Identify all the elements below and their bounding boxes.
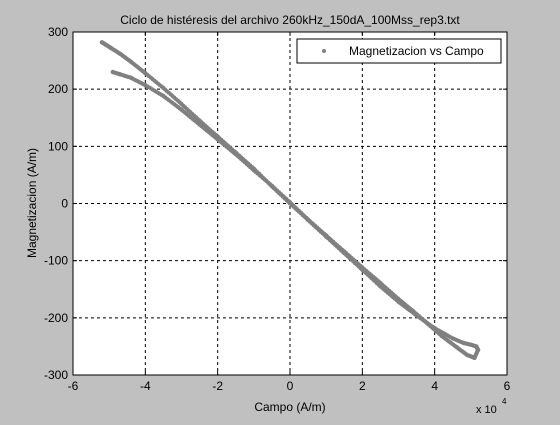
x-tick-label: 0 bbox=[287, 379, 294, 393]
x-tick-label: -4 bbox=[140, 379, 151, 393]
y-tick-label: 200 bbox=[48, 82, 68, 96]
data-point bbox=[110, 69, 116, 75]
x-tick-label: 2 bbox=[359, 379, 366, 393]
y-tick-label: -100 bbox=[44, 254, 68, 268]
y-tick-label: 0 bbox=[61, 197, 68, 211]
y-tick-labels: -300 -200 -100 0 100 200 300 bbox=[44, 25, 68, 382]
x-axis-label: Campo (A/m) bbox=[254, 400, 325, 414]
y-tick-label: 100 bbox=[48, 139, 68, 153]
chart-title: Ciclo de histéresis del archivo 260kHz_1… bbox=[120, 13, 460, 27]
x-tick-labels: -6 -4 -2 0 2 4 6 bbox=[68, 379, 511, 393]
grid-lines bbox=[73, 32, 507, 375]
data-points bbox=[99, 40, 481, 361]
legend-box bbox=[296, 38, 502, 64]
y-tick-label: -300 bbox=[44, 368, 68, 382]
x-tick-label: -6 bbox=[68, 379, 79, 393]
axis-ticks bbox=[72, 31, 508, 376]
x-tick-label: 6 bbox=[504, 379, 511, 393]
y-tick-label: 300 bbox=[48, 25, 68, 39]
x-tick-label: -2 bbox=[212, 379, 223, 393]
x-exponent-power: 4 bbox=[502, 397, 507, 406]
legend-label: Magnetizacion vs Campo bbox=[349, 44, 484, 58]
legend: Magnetizacion vs Campo bbox=[296, 38, 502, 64]
y-tick-label: -200 bbox=[44, 311, 68, 325]
y-axis-label: Magnetizacion (A/m) bbox=[25, 148, 39, 258]
legend-marker bbox=[322, 49, 326, 53]
x-exponent-label: x 10 bbox=[476, 404, 497, 416]
x-tick-label: 4 bbox=[431, 379, 438, 393]
